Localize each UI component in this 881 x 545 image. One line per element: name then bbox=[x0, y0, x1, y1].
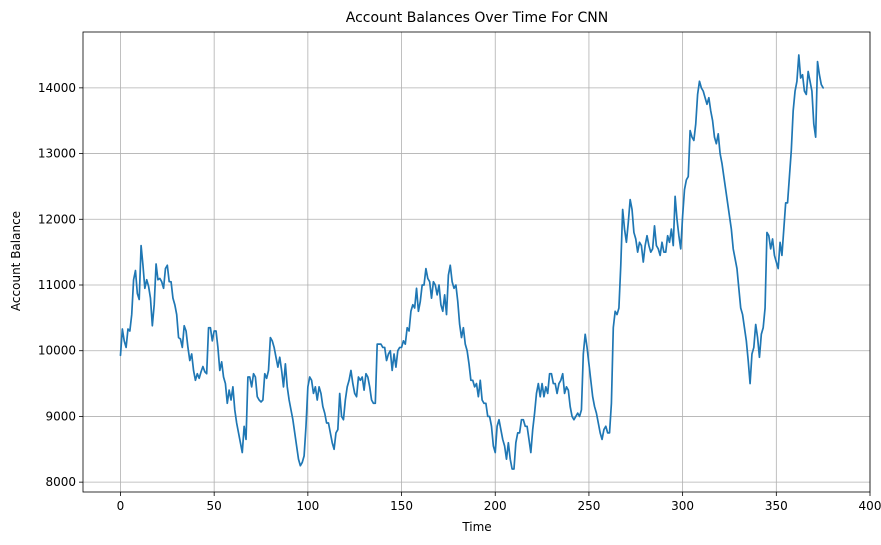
y-axis-label: Account Balance bbox=[9, 211, 23, 311]
series-layer bbox=[119, 54, 825, 470]
y-tick-label: 13000 bbox=[38, 147, 76, 161]
y-tick-label: 11000 bbox=[38, 278, 76, 292]
x-tick-label: 50 bbox=[207, 499, 222, 513]
x-tick-label: 250 bbox=[577, 499, 600, 513]
x-tick-label: 350 bbox=[765, 499, 788, 513]
y-tick-label: 9000 bbox=[45, 409, 76, 423]
x-tick-label: 150 bbox=[390, 499, 413, 513]
y-tick-label: 10000 bbox=[38, 344, 76, 358]
x-axis-ticks: 0 50 100 150 200 250 300 350 400 bbox=[117, 492, 881, 513]
y-tick-label: 14000 bbox=[38, 81, 76, 95]
x-tick-label: 400 bbox=[859, 499, 881, 513]
chart-title: Account Balances Over Time For CNN bbox=[346, 10, 608, 26]
y-tick-label: 8000 bbox=[45, 475, 76, 489]
x-tick-label: 100 bbox=[296, 499, 319, 513]
x-tick-label: 200 bbox=[484, 499, 507, 513]
x-tick-label: 0 bbox=[117, 499, 125, 513]
x-axis-label: Time bbox=[461, 520, 491, 534]
y-tick-label: 12000 bbox=[38, 212, 76, 226]
plot-frame bbox=[82, 31, 871, 493]
y-axis-ticks: 8000 9000 10000 11000 12000 13000 14000 bbox=[38, 81, 83, 489]
x-tick-label: 300 bbox=[671, 499, 694, 513]
grid bbox=[83, 32, 871, 492]
series-line bbox=[119, 54, 825, 470]
